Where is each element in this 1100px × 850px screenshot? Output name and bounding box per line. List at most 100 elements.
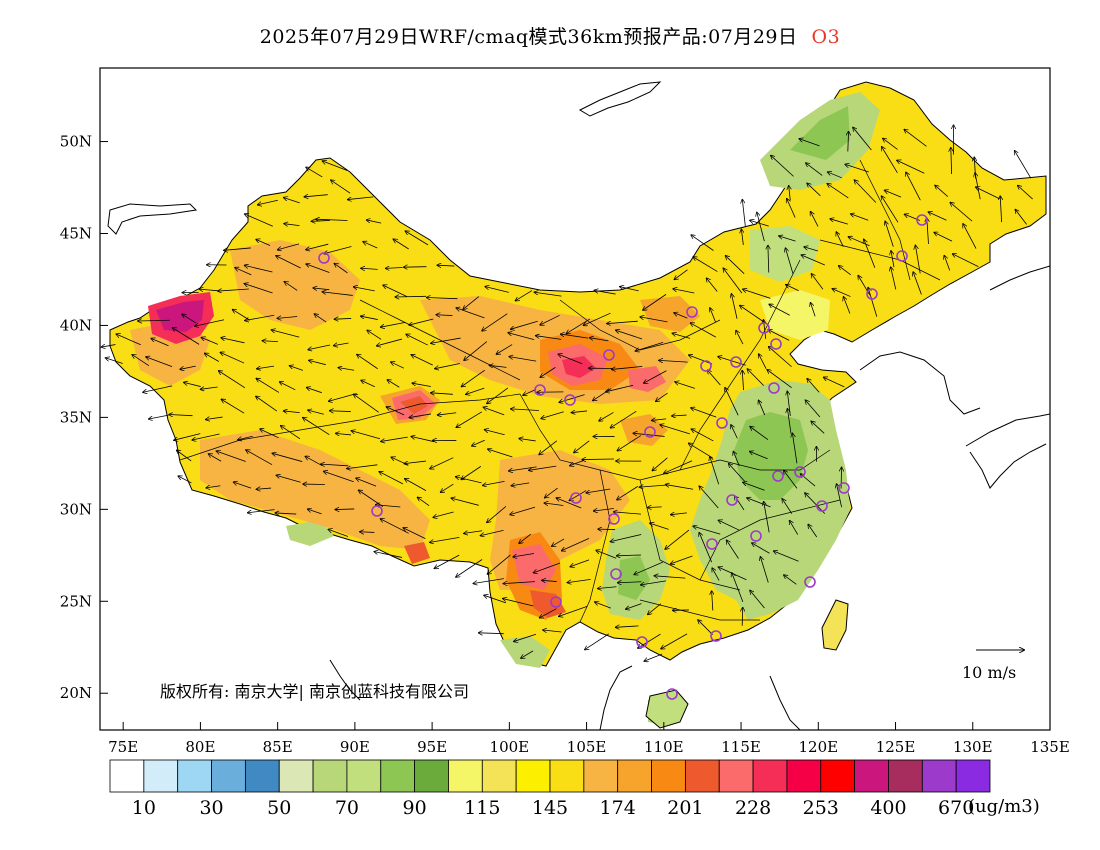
wind-arrow [710,457,720,485]
wind-arrow [594,290,616,295]
wind-arrow [248,509,275,513]
wind-arrow [864,239,876,268]
colorbar-swatch [921,759,957,793]
wind-arrow [464,341,488,361]
wind-arrow [393,239,409,250]
colorbar-label: 400 [870,797,906,819]
wind-arrow [699,486,719,509]
wind-arrow [784,575,797,585]
wind-arrow [316,219,348,220]
lat-tick-label: 25N [60,592,92,610]
wind-arrow [571,411,588,413]
wind-arrow [634,561,663,574]
wind-arrow [303,418,330,435]
wind-arrow [541,411,564,419]
lat-tick-label: 50N [60,133,92,151]
lon-tick-label: 75E [108,738,138,756]
wind-arrow [367,220,382,224]
wind-arrow [707,278,718,292]
wind-arrow [363,242,378,249]
wind-arrow [306,264,330,273]
wind-arrow [280,382,296,391]
wind-arrow [785,248,794,274]
wind-arrow [206,417,223,419]
wind-arrow [897,160,925,174]
wind-arrow [699,533,713,563]
wind-arrow [562,538,590,550]
wind-arrow [244,284,273,294]
wind-arrow [559,394,585,403]
city-marker [666,688,678,700]
colorbar-swatch [583,759,619,793]
wind-arrow [569,490,587,501]
wind-arrow [234,482,252,489]
title-main: 2025年07月29日WRF/cmaq模式36km预报产品:07月29日 [259,26,798,48]
wind-arrow [561,334,589,339]
wind-arrow [331,180,351,194]
wind-arrow [534,562,561,573]
wind-arrow [824,377,845,388]
wind-arrow [764,502,770,533]
wind-arrow [635,341,664,351]
wind-arrow [757,212,765,242]
colorbar-swatch [278,759,314,793]
wind-arrow [570,559,590,567]
wind-arrow [361,316,378,320]
colorbar-swatch [211,759,246,793]
wind-arrow [733,452,740,467]
wind-arrow [741,229,743,246]
wind-arrow [529,465,557,470]
wind-arrow [272,453,303,462]
wind-arrow [693,257,718,272]
city-marker [770,338,782,350]
wind-arrow [238,435,253,439]
wind-arrow [953,254,979,267]
wind-arrow [691,235,714,251]
wind-arrow [383,285,408,297]
colorbar-swatch [955,759,991,793]
lon-tick-label: 95E [417,738,447,756]
wind-arrow [304,195,328,197]
wind-arrow [654,576,686,579]
wind-arrow [885,190,902,198]
wind-arrow [652,419,667,421]
wind-arrow [599,412,614,420]
wind-arrow [691,429,714,442]
wind-arrow [456,477,482,484]
wind-arrow [437,265,455,266]
wind-arrow [101,345,116,348]
wind-arrow [891,267,897,290]
lat-tick-label: 30N [60,500,92,518]
wind-arrow [361,380,375,388]
wind-arrow [610,534,642,542]
wind-arrow [750,591,765,609]
colorbar-label: 50 [267,797,291,819]
wind-arrow [308,344,331,350]
wind-arrow [256,396,278,412]
wind-arrow [540,608,557,618]
wind-arrow [510,506,536,514]
wind-arrow [839,266,852,276]
wind-arrow [616,330,643,340]
wind-arrow [851,214,869,221]
wind-arrow [377,338,403,346]
wind-arrow [691,323,717,338]
wind-arrow [277,317,298,319]
wind-arrow [807,379,820,393]
colorbar-swatch [177,759,212,793]
wind-arrow [256,239,271,246]
wind-arrow [351,431,381,440]
wind-arrow [245,314,275,320]
wind-arrow [314,314,327,323]
wind-arrow [643,294,667,310]
wind-arrow [768,330,790,341]
wind-arrow [771,156,794,177]
wind-arrow [595,602,611,609]
wind-arrow [461,466,482,479]
wind-arrow [216,451,246,462]
wind-arrow [742,200,746,227]
wind-arrow [487,387,509,403]
wind-arrow [205,353,220,362]
wind-arrow [256,379,280,393]
wind-arrow [542,580,557,581]
